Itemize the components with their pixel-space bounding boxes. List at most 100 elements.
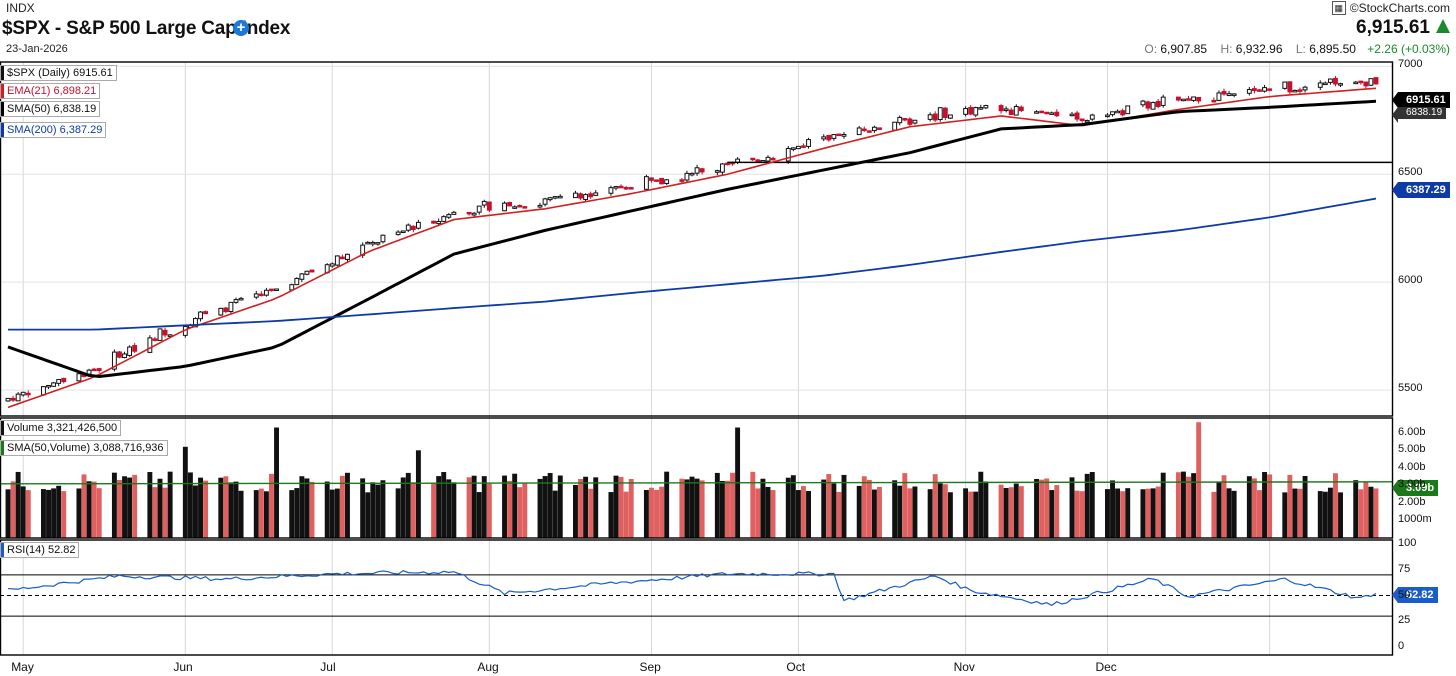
volume-bar[interactable]: [61, 491, 67, 538]
volume-bar[interactable]: [654, 489, 659, 538]
volume-bar[interactable]: [294, 488, 300, 538]
volume-bar[interactable]: [613, 475, 619, 538]
candle[interactable]: [1368, 78, 1374, 86]
candle[interactable]: [10, 397, 16, 401]
volume-bar[interactable]: [238, 490, 244, 538]
volume-bar[interactable]: [760, 478, 766, 538]
volume-bar[interactable]: [998, 484, 1004, 538]
volume-bar[interactable]: [623, 491, 629, 538]
candle[interactable]: [167, 334, 173, 337]
volume-bar[interactable]: [1110, 480, 1115, 538]
candle[interactable]: [91, 368, 97, 372]
volume-bar[interactable]: [415, 450, 421, 538]
candle[interactable]: [537, 204, 543, 208]
volume-bar[interactable]: [1160, 472, 1166, 538]
volume-bar[interactable]: [1246, 476, 1252, 538]
volume-bar[interactable]: [1074, 490, 1080, 538]
volume-bar[interactable]: [324, 481, 330, 538]
volume-bar[interactable]: [770, 490, 776, 538]
volume-bar[interactable]: [552, 490, 558, 538]
volume-bar[interactable]: [339, 475, 345, 538]
candle[interactable]: [1054, 111, 1060, 117]
volume-bar[interactable]: [10, 481, 16, 538]
candle[interactable]: [932, 113, 938, 121]
volume-bar[interactable]: [1282, 492, 1288, 538]
candle[interactable]: [785, 147, 791, 162]
volume-bar[interactable]: [122, 476, 127, 538]
candle[interactable]: [1353, 81, 1359, 85]
candle[interactable]: [157, 328, 163, 341]
volume-bar[interactable]: [583, 476, 589, 538]
volume-bar[interactable]: [486, 483, 492, 538]
candle[interactable]: [699, 168, 705, 173]
volume-bar[interactable]: [481, 476, 487, 538]
candle[interactable]: [522, 206, 528, 209]
volume-bar[interactable]: [162, 487, 168, 538]
volume-bar[interactable]: [466, 477, 472, 538]
volume-bar[interactable]: [963, 488, 969, 538]
candle[interactable]: [664, 179, 670, 184]
candle[interactable]: [978, 107, 984, 110]
candle[interactable]: [1105, 114, 1110, 118]
volume-bar[interactable]: [431, 482, 437, 538]
volume-bar[interactable]: [821, 479, 827, 538]
candle[interactable]: [25, 392, 31, 396]
volume-bar[interactable]: [446, 479, 452, 538]
candle[interactable]: [1125, 105, 1131, 115]
candle[interactable]: [441, 216, 447, 222]
candle[interactable]: [1089, 114, 1095, 120]
volume-bar[interactable]: [1327, 487, 1333, 538]
volume-bar[interactable]: [1297, 488, 1303, 538]
candle[interactable]: [963, 108, 969, 115]
sma200-line[interactable]: [8, 197, 1377, 331]
volume-bar[interactable]: [618, 476, 624, 538]
candle[interactable]: [56, 379, 62, 384]
candle[interactable]: [147, 337, 153, 353]
volume-bar[interactable]: [157, 478, 163, 538]
volume-bar[interactable]: [51, 488, 57, 538]
volume-bar[interactable]: [714, 472, 720, 538]
candle[interactable]: [20, 391, 26, 396]
volume-bar[interactable]: [56, 485, 62, 538]
volume-bar[interactable]: [111, 472, 117, 538]
candle[interactable]: [1322, 82, 1328, 86]
candle[interactable]: [1069, 113, 1075, 117]
candle[interactable]: [542, 198, 548, 205]
candle[interactable]: [841, 134, 847, 137]
volume-bar[interactable]: [1125, 488, 1131, 538]
candle[interactable]: [203, 311, 209, 315]
candle[interactable]: [476, 205, 482, 213]
volume-bar[interactable]: [218, 477, 224, 538]
candle[interactable]: [61, 377, 67, 383]
volume-bar[interactable]: [689, 476, 695, 538]
volume-bar[interactable]: [187, 472, 193, 538]
volume-bar[interactable]: [86, 481, 92, 538]
candle[interactable]: [1074, 112, 1080, 120]
candle[interactable]: [51, 382, 57, 387]
candle[interactable]: [1373, 77, 1379, 85]
volume-bar[interactable]: [755, 488, 761, 538]
candle[interactable]: [643, 176, 649, 190]
volume-bar[interactable]: [223, 476, 229, 538]
candle[interactable]: [258, 293, 264, 297]
volume-bar[interactable]: [451, 482, 457, 538]
volume-bar[interactable]: [871, 489, 877, 538]
volume-bar[interactable]: [375, 484, 381, 538]
candle[interactable]: [826, 134, 832, 141]
volume-bar[interactable]: [841, 474, 847, 538]
candle[interactable]: [836, 133, 842, 137]
candle[interactable]: [694, 167, 700, 174]
candle[interactable]: [1226, 93, 1232, 96]
candle[interactable]: [228, 301, 234, 312]
candle[interactable]: [274, 288, 279, 291]
candle[interactable]: [111, 351, 117, 370]
candle[interactable]: [618, 185, 624, 189]
candle[interactable]: [486, 201, 492, 211]
candle[interactable]: [659, 177, 665, 185]
volume-bar[interactable]: [395, 488, 401, 538]
candle[interactable]: [329, 263, 335, 267]
candle[interactable]: [309, 269, 315, 273]
candle[interactable]: [628, 187, 634, 190]
candle[interactable]: [1110, 111, 1115, 116]
candle[interactable]: [1003, 108, 1009, 111]
